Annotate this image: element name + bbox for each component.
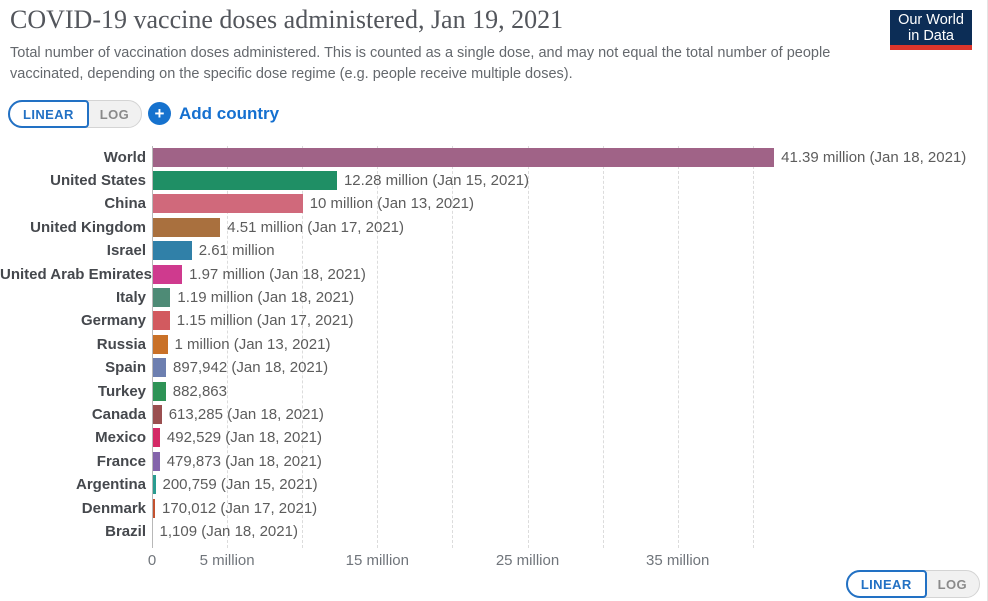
value-label-france: 479,873 (Jan 18, 2021) <box>166 452 322 470</box>
owid-logo[interactable]: Our World in Data <box>890 10 972 50</box>
value-label-brazil: 1,109 (Jan 18, 2021) <box>159 522 298 540</box>
axis-tick-15m: 15 million <box>345 552 409 569</box>
axis-tick-25m: 25 million <box>495 552 560 569</box>
bar-denmark[interactable] <box>152 498 156 518</box>
bar-united-states[interactable] <box>152 170 337 190</box>
bar-france[interactable] <box>152 451 160 471</box>
value-label-germany: 1.15 million (Jan 17, 2021) <box>176 312 354 330</box>
value-label-turkey: 882,863 <box>172 382 227 400</box>
country-label-brazil: Brazil <box>105 522 146 540</box>
chart-subtitle: Total number of vaccination doses admini… <box>10 45 831 82</box>
country-label-united-arab-emirates: United Arab Emirates <box>0 265 152 283</box>
gridline-35m <box>677 146 679 548</box>
value-label-italy: 1.19 million (Jan 18, 2021) <box>177 288 355 306</box>
scale-toggle-bottom: LINEAR LOG <box>845 570 980 598</box>
value-label-world: 41.39 million (Jan 18, 2021) <box>781 148 967 166</box>
bar-world[interactable] <box>152 147 775 167</box>
country-label-china: China <box>104 195 146 213</box>
country-label-world: World <box>103 148 146 166</box>
axis-tick-0m: 0 <box>147 552 157 569</box>
bar-italy[interactable] <box>152 287 171 307</box>
country-label-united-kingdom: United Kingdom <box>30 218 146 236</box>
gridline-15m <box>377 146 379 548</box>
bar-russia[interactable] <box>152 334 168 354</box>
bar-spain[interactable] <box>152 358 166 378</box>
bar-israel[interactable] <box>152 241 192 261</box>
value-label-united-states: 12.28 million (Jan 15, 2021) <box>343 171 530 189</box>
bar-germany[interactable] <box>152 311 170 331</box>
add-country-label: Add country <box>179 103 280 123</box>
value-label-denmark: 170,012 (Jan 17, 2021) <box>162 499 318 517</box>
gridline-20m <box>452 146 454 548</box>
gridline-10m <box>302 146 304 548</box>
country-label-italy: Italy <box>115 288 146 306</box>
country-label-argentina: Argentina <box>75 476 146 494</box>
scale-toggle-top: LINEAR LOG <box>8 100 143 128</box>
page-title: COVID-19 vaccine doses administered, Jan… <box>10 5 564 34</box>
linear-button-bottom[interactable]: LINEAR <box>845 570 927 598</box>
value-label-russia: 1 million (Jan 13, 2021) <box>174 335 331 353</box>
add-country-button[interactable]: + Add country <box>148 102 279 125</box>
bar-mexico[interactable] <box>152 428 160 448</box>
value-label-united-kingdom: 4.51 million (Jan 17, 2021) <box>227 218 405 236</box>
value-label-spain: 897,942 (Jan 18, 2021) <box>172 359 329 377</box>
bar-china[interactable] <box>152 194 303 214</box>
country-label-russia: Russia <box>96 335 146 353</box>
bar-united-kingdom[interactable] <box>152 217 221 237</box>
log-button-bottom[interactable]: LOG <box>937 576 967 592</box>
owid-logo-line1: Our World <box>898 12 964 28</box>
gridline-40m <box>752 146 754 548</box>
axis-tick-5m: 5 million <box>199 552 255 569</box>
country-label-united-states: United States <box>50 171 146 189</box>
gridline-25m <box>527 146 529 548</box>
country-label-mexico: Mexico <box>95 429 146 447</box>
gridline-30m <box>602 146 604 548</box>
country-label-france: France <box>96 452 146 470</box>
country-label-germany: Germany <box>80 312 146 330</box>
value-label-argentina: 200,759 (Jan 15, 2021) <box>162 476 318 494</box>
linear-button-top[interactable]: LINEAR <box>8 100 89 128</box>
bar-turkey[interactable] <box>152 381 166 401</box>
country-label-canada: Canada <box>91 405 146 423</box>
country-label-turkey: Turkey <box>97 382 146 400</box>
country-label-spain: Spain <box>105 359 146 377</box>
bar-united-arab-emirates[interactable] <box>152 264 183 284</box>
bar-canada[interactable] <box>152 404 162 424</box>
country-label-israel: Israel <box>106 242 146 260</box>
value-label-united-arab-emirates: 1.97 million (Jan 18, 2021) <box>189 265 366 283</box>
gridline-5m <box>227 146 229 548</box>
value-label-mexico: 492,529 (Jan 18, 2021) <box>166 429 323 447</box>
log-button-top[interactable]: LOG <box>99 106 130 122</box>
value-label-canada: 613,285 (Jan 18, 2021) <box>168 405 324 423</box>
bar-argentina[interactable] <box>152 475 156 495</box>
axis-tick-35m: 35 million <box>646 552 710 569</box>
value-label-israel: 2.61 million <box>198 242 275 260</box>
country-label-denmark: Denmark <box>81 499 146 517</box>
owid-logo-line2: in Data <box>908 28 954 44</box>
value-label-china: 10 million (Jan 13, 2021) <box>309 195 474 213</box>
plus-circle-icon: + <box>148 102 171 125</box>
